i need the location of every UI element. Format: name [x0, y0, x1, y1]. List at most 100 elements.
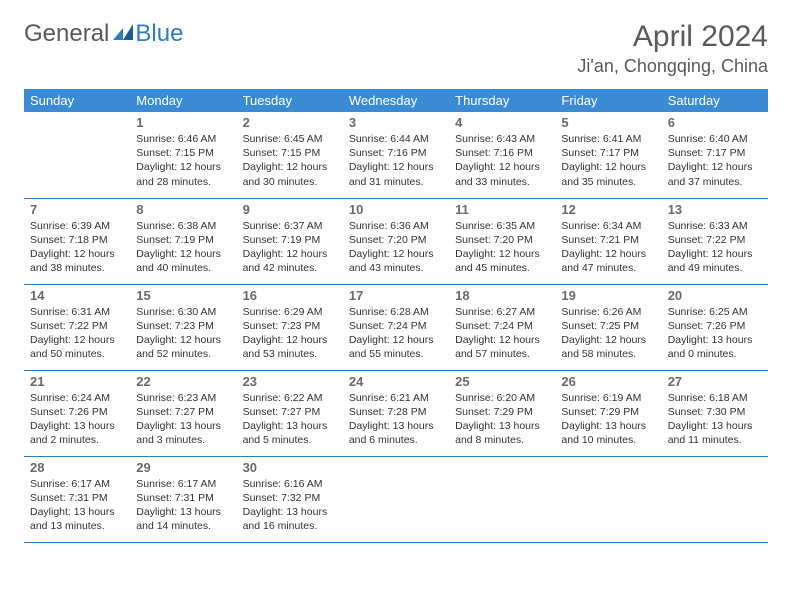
calendar-day-cell: [343, 456, 449, 542]
day-info-line: and 28 minutes.: [136, 175, 230, 189]
day-info-line: Daylight: 12 hours: [30, 333, 124, 347]
day-info-line: and 14 minutes.: [136, 519, 230, 533]
day-info: Sunrise: 6:40 AMSunset: 7:17 PMDaylight:…: [668, 132, 762, 189]
day-number: 17: [349, 288, 443, 303]
day-info: Sunrise: 6:36 AMSunset: 7:20 PMDaylight:…: [349, 219, 443, 276]
logo-mark-icon: [113, 24, 133, 45]
day-info-line: and 2 minutes.: [30, 433, 124, 447]
day-info-line: Sunrise: 6:31 AM: [30, 305, 124, 319]
calendar-day-cell: 29Sunrise: 6:17 AMSunset: 7:31 PMDayligh…: [130, 456, 236, 542]
calendar-day-cell: 23Sunrise: 6:22 AMSunset: 7:27 PMDayligh…: [237, 370, 343, 456]
day-info-line: Daylight: 13 hours: [243, 505, 337, 519]
day-number: 14: [30, 288, 124, 303]
calendar-table: Sunday Monday Tuesday Wednesday Thursday…: [24, 89, 768, 543]
day-info-line: Sunset: 7:23 PM: [243, 319, 337, 333]
day-info-line: Daylight: 12 hours: [561, 247, 655, 261]
day-info-line: Sunrise: 6:26 AM: [561, 305, 655, 319]
day-number: 27: [668, 374, 762, 389]
calendar-day-cell: 24 Sunrise: 6:21 AMSunset: 7:28 PMDayligh…: [343, 370, 449, 456]
day-info: Sunrise: 6:39 AMSunset: 7:18 PMDaylight:…: [30, 219, 124, 276]
day-info-line: and 42 minutes.: [243, 261, 337, 275]
day-number: 28: [30, 460, 124, 475]
day-number: 26: [561, 374, 655, 389]
day-info-line: Daylight: 13 hours: [455, 419, 549, 433]
day-info-line: Daylight: 12 hours: [349, 247, 443, 261]
day-info-line: and 50 minutes.: [30, 347, 124, 361]
day-info-line: Sunrise: 6:23 AM: [136, 391, 230, 405]
day-info-line: Sunset: 7:26 PM: [668, 319, 762, 333]
calendar-day-cell: 7Sunrise: 6:39 AMSunset: 7:18 PMDaylight…: [24, 198, 130, 284]
day-info-line: and 31 minutes.: [349, 175, 443, 189]
weekday-header: Friday: [555, 89, 661, 112]
day-info-line: and 43 minutes.: [349, 261, 443, 275]
day-info-line: Sunset: 7:29 PM: [455, 405, 549, 419]
calendar-day-cell: 27 Sunrise: 6:18 AMSunset: 7:30 PMDayligh…: [662, 370, 768, 456]
calendar-day-cell: 18Sunrise: 6:27 AMSunset: 7:24 PMDayligh…: [449, 284, 555, 370]
day-info-line: and 13 minutes.: [30, 519, 124, 533]
day-info: Sunrise: 6:19 AMSunset: 7:29 PMDaylight:…: [561, 391, 655, 448]
day-info: Sunrise: 6:21 AMSunset: 7:28 PMDaylight:…: [349, 391, 443, 448]
calendar-day-cell: 6Sunrise: 6:40 AMSunset: 7:17 PMDaylight…: [662, 112, 768, 198]
calendar-day-cell: 1Sunrise: 6:46 AMSunset: 7:15 PMDaylight…: [130, 112, 236, 198]
day-info-line: Sunrise: 6:41 AM: [561, 132, 655, 146]
day-info-line: Daylight: 12 hours: [349, 160, 443, 174]
day-info: Sunrise: 6:17 AMSunset: 7:31 PMDaylight:…: [136, 477, 230, 534]
day-number: 5: [561, 115, 655, 130]
day-info-line: and 37 minutes.: [668, 175, 762, 189]
day-number: 30: [243, 460, 337, 475]
day-info: Sunrise: 6:27 AMSunset: 7:24 PMDaylight:…: [455, 305, 549, 362]
day-info: Sunrise: 6:16 AMSunset: 7:32 PMDaylight:…: [243, 477, 337, 534]
day-info-line: Sunrise: 6:34 AM: [561, 219, 655, 233]
day-info-line: and 8 minutes.: [455, 433, 549, 447]
day-info-line: Daylight: 12 hours: [561, 333, 655, 347]
calendar-header-row: Sunday Monday Tuesday Wednesday Thursday…: [24, 89, 768, 112]
calendar-week-row: 21Sunrise: 6:24 AMSunset: 7:26 PMDayligh…: [24, 370, 768, 456]
calendar-day-cell: 8Sunrise: 6:38 AMSunset: 7:19 PMDaylight…: [130, 198, 236, 284]
day-info-line: Sunset: 7:17 PM: [668, 146, 762, 160]
logo-text-blue: Blue: [135, 20, 183, 48]
day-info-line: Daylight: 12 hours: [243, 333, 337, 347]
day-number: 20: [668, 288, 762, 303]
day-info: Sunrise: 6:17 AMSunset: 7:31 PMDaylight:…: [30, 477, 124, 534]
day-info-line: Daylight: 13 hours: [243, 419, 337, 433]
day-info-line: Sunrise: 6:45 AM: [243, 132, 337, 146]
day-info-line: Sunrise: 6:27 AM: [455, 305, 549, 319]
calendar-day-cell: 3 Sunrise: 6:44 AMSunset: 7:16 PMDaylight…: [343, 112, 449, 198]
day-info: Sunrise: 6:23 AMSunset: 7:27 PMDaylight:…: [136, 391, 230, 448]
day-info-line: and 52 minutes.: [136, 347, 230, 361]
day-info-line: Daylight: 13 hours: [349, 419, 443, 433]
page-title: April 2024: [577, 20, 768, 54]
day-info-line: Sunrise: 6:46 AM: [136, 132, 230, 146]
day-info-line: Sunset: 7:22 PM: [668, 233, 762, 247]
day-info: Sunrise: 6:29 AMSunset: 7:23 PMDaylight:…: [243, 305, 337, 362]
day-info: Sunrise: 6:33 AMSunset: 7:22 PMDaylight:…: [668, 219, 762, 276]
day-number: 24: [349, 374, 443, 389]
day-info-line: Sunrise: 6:20 AM: [455, 391, 549, 405]
calendar-week-row: 14Sunrise: 6:31 AMSunset: 7:22 PMDayligh…: [24, 284, 768, 370]
calendar-day-cell: 16Sunrise: 6:29 AMSunset: 7:23 PMDayligh…: [237, 284, 343, 370]
day-info: Sunrise: 6:18 AMSunset: 7:30 PMDaylight:…: [668, 391, 762, 448]
day-info-line: and 33 minutes.: [455, 175, 549, 189]
day-info-line: Sunset: 7:17 PM: [561, 146, 655, 160]
day-info-line: Sunrise: 6:44 AM: [349, 132, 443, 146]
day-info: Sunrise: 6:28 AMSunset: 7:24 PMDaylight:…: [349, 305, 443, 362]
day-number: 3: [349, 115, 443, 130]
day-number: 19: [561, 288, 655, 303]
day-info-line: Daylight: 12 hours: [243, 160, 337, 174]
day-info-line: Sunset: 7:27 PM: [136, 405, 230, 419]
weekday-header: Saturday: [662, 89, 768, 112]
day-info-line: Daylight: 12 hours: [455, 333, 549, 347]
day-info-line: Daylight: 12 hours: [561, 160, 655, 174]
day-info: Sunrise: 6:37 AMSunset: 7:19 PMDaylight:…: [243, 219, 337, 276]
day-info: Sunrise: 6:35 AMSunset: 7:20 PMDaylight:…: [455, 219, 549, 276]
header: General Blue April 2024 Ji'an, Chongqing…: [24, 20, 768, 77]
calendar-day-cell: 15Sunrise: 6:30 AMSunset: 7:23 PMDayligh…: [130, 284, 236, 370]
day-info-line: and 47 minutes.: [561, 261, 655, 275]
weekday-header: Sunday: [24, 89, 130, 112]
day-info-line: and 53 minutes.: [243, 347, 337, 361]
day-info-line: and 57 minutes.: [455, 347, 549, 361]
day-info: Sunrise: 6:44 AMSunset: 7:16 PMDaylight:…: [349, 132, 443, 189]
day-info-line: Daylight: 13 hours: [668, 333, 762, 347]
day-info-line: Sunrise: 6:17 AM: [30, 477, 124, 491]
day-info-line: Sunrise: 6:30 AM: [136, 305, 230, 319]
